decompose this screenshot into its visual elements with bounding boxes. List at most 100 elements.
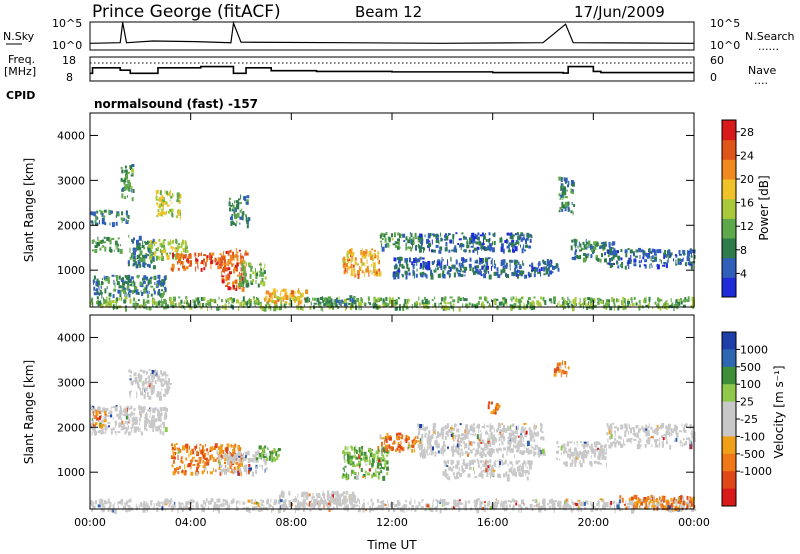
- heatmap-cell: [166, 190, 169, 195]
- heatmap-cell: [475, 270, 477, 273]
- heatmap-cell: [130, 412, 134, 416]
- heatmap-cell: [255, 470, 257, 474]
- heatmap-cell: [317, 300, 320, 306]
- heatmap-cell: [440, 246, 443, 251]
- heatmap-cell: [96, 290, 99, 294]
- heatmap-cell: [688, 259, 690, 264]
- heatmap-cell: [300, 305, 302, 310]
- heatmap-cell: [128, 499, 132, 503]
- heatmap-cell: [261, 452, 263, 457]
- heatmap-cell: [478, 437, 481, 441]
- heatmap-cell: [353, 267, 356, 273]
- heatmap-cell: [283, 297, 285, 301]
- heatmap-cell: [379, 234, 382, 239]
- heatmap-cell: [345, 306, 346, 311]
- heatmap-cell: [131, 239, 134, 243]
- heatmap-cell: [451, 506, 454, 510]
- heatmap-cell: [551, 500, 555, 504]
- heatmap-cell: [221, 273, 223, 277]
- heatmap-cell: [419, 424, 422, 428]
- heatmap-cell: [361, 251, 363, 253]
- heatmap-cell: [245, 466, 247, 472]
- heatmap-cell: [517, 440, 521, 445]
- heatmap-cell: [433, 269, 437, 273]
- heatmap-cell: [381, 446, 383, 450]
- heatmap-cell: [464, 500, 467, 506]
- heatmap-cell: [405, 504, 408, 507]
- heatmap-cell: [451, 453, 454, 457]
- heatmap-cell: [524, 274, 528, 279]
- heatmap-cell: [603, 501, 606, 506]
- heatmap-cell: [121, 420, 124, 425]
- heatmap-cell: [493, 428, 495, 433]
- heatmap-cell: [208, 506, 210, 511]
- heatmap-cell: [437, 234, 440, 237]
- heatmap-cell: [522, 450, 526, 454]
- heatmap-cell: [452, 299, 456, 303]
- heatmap-cell: [265, 292, 269, 295]
- heatmap-cell: [190, 466, 192, 470]
- heatmap-cell: [405, 306, 409, 310]
- heatmap-cell: [445, 426, 449, 429]
- heatmap-cell: [111, 300, 115, 303]
- heatmap-cell: [488, 433, 490, 439]
- heatmap-cell: [540, 436, 543, 440]
- heatmap-cell: [163, 306, 166, 310]
- heatmap-cell: [242, 304, 245, 308]
- heatmap-cell: [434, 506, 438, 510]
- heatmap-cell: [651, 260, 654, 263]
- heatmap-cell: [261, 458, 263, 461]
- heatmap-cell: [259, 506, 262, 509]
- heatmap-cell: [240, 275, 242, 279]
- heatmap-cell: [222, 468, 226, 473]
- heatmap-cell: [624, 249, 628, 254]
- heatmap-cell: [605, 299, 608, 304]
- heatmap-cell: [221, 255, 223, 259]
- heatmap-cell: [288, 500, 292, 506]
- heatmap-cell: [447, 270, 450, 275]
- heatmap-cell: [263, 446, 266, 451]
- heatmap-cell: [441, 434, 444, 440]
- heatmap-cell: [543, 273, 546, 276]
- heatmap-cell: [357, 498, 359, 502]
- heatmap-cell: [317, 500, 320, 504]
- heatmap-cell: [460, 438, 463, 443]
- heatmap-cell: [573, 204, 576, 207]
- heatmap-cell: [131, 417, 135, 423]
- heatmap-cell: [158, 415, 162, 419]
- heatmap-cell: [489, 505, 493, 510]
- heatmap-cell: [98, 499, 100, 505]
- heatmap-cell: [518, 507, 520, 513]
- heatmap-cell: [302, 503, 305, 508]
- heatmap-cell: [444, 501, 447, 506]
- heatmap-cell: [670, 252, 673, 256]
- heatmap-cell: [137, 384, 140, 389]
- heatmap-cell: [163, 239, 166, 242]
- colorbar-tick-label: 16: [740, 197, 754, 210]
- heatmap-cell: [478, 441, 480, 446]
- heatmap-cell: [126, 215, 129, 218]
- heatmap-cell: [175, 443, 178, 445]
- heatmap-cell: [148, 383, 151, 387]
- heatmap-cell: [107, 411, 110, 414]
- heatmap-cell: [355, 475, 359, 480]
- heatmap-cell: [218, 460, 221, 466]
- heatmap-cell: [227, 273, 231, 277]
- heatmap-cell: [351, 446, 354, 451]
- heatmap-cell: [135, 300, 137, 305]
- heatmap-cell: [170, 189, 172, 195]
- heatmap-cell: [160, 248, 162, 253]
- heatmap-cell: [447, 431, 450, 434]
- heatmap-cell: [379, 467, 382, 470]
- heatmap-cell: [424, 298, 428, 304]
- heatmap-cell: [108, 209, 111, 215]
- heatmap-cell: [147, 254, 150, 257]
- heatmap-cell: [510, 296, 512, 301]
- heatmap-cell: [555, 263, 558, 269]
- heatmap-cell: [148, 369, 151, 372]
- heatmap-cell: [224, 267, 228, 272]
- heatmap-cell: [119, 405, 122, 408]
- heatmap-cell: [371, 248, 374, 251]
- heatmap-cell: [250, 499, 253, 504]
- heatmap-cell: [127, 414, 130, 420]
